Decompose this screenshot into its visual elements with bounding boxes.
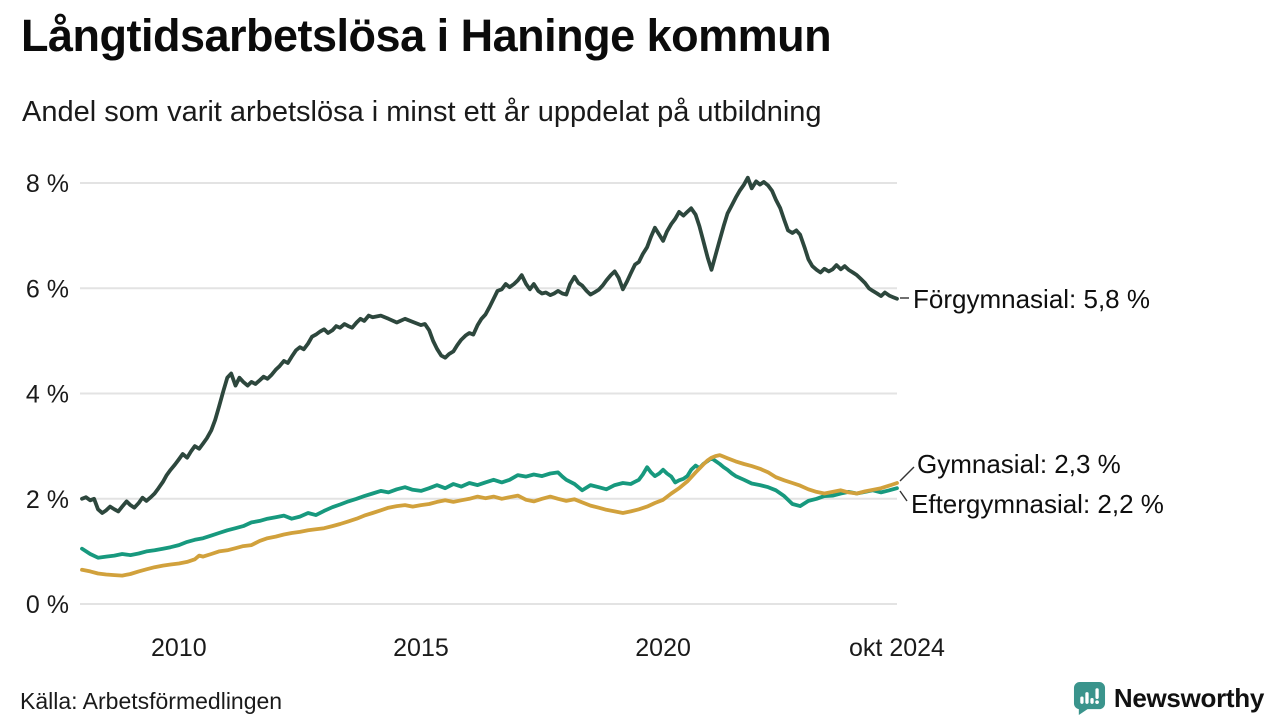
y-tick-label-2: 2 % (26, 486, 69, 514)
series-end-label-eftergymnasial: Eftergymnasial: 2,2 % (911, 489, 1164, 519)
series-line-gymnasial (80, 453, 899, 578)
series-line-eftergymnasial (80, 456, 899, 560)
series-line-förgymnasial (80, 175, 899, 515)
leader-line-gymnasial (899, 466, 915, 482)
x-tick-label-2015: 2015 (393, 634, 449, 662)
brand-footer: Newsworthy (1073, 681, 1264, 715)
series-end-label-gymnasial: Gymnasial: 2,3 % (917, 449, 1121, 479)
series-end-label-förgymnasial: Förgymnasial: 5,8 % (913, 284, 1150, 314)
bar-chart-speech-bubble-icon (1073, 681, 1105, 715)
x-tick-label-2010: 2010 (151, 634, 207, 662)
page-title: Långtidsarbetslösa i Haninge kommun (21, 10, 832, 61)
x-tick-label-okt-2024: okt 2024 (849, 634, 945, 662)
page-subtitle: Andel som varit arbetslösa i minst ett å… (22, 96, 822, 128)
leader-line-eftergymnasial (899, 490, 908, 502)
y-tick-label-6: 6 % (26, 275, 69, 303)
y-tick-label-4: 4 % (26, 381, 69, 409)
y-tick-label-8: 8 % (26, 170, 69, 198)
x-tick-label-2020: 2020 (635, 634, 691, 662)
brand-name: Newsworthy (1113, 682, 1264, 713)
y-tick-label-0: 0 % (26, 591, 69, 619)
source-note: Källa: Arbetsförmedlingen (20, 688, 283, 714)
